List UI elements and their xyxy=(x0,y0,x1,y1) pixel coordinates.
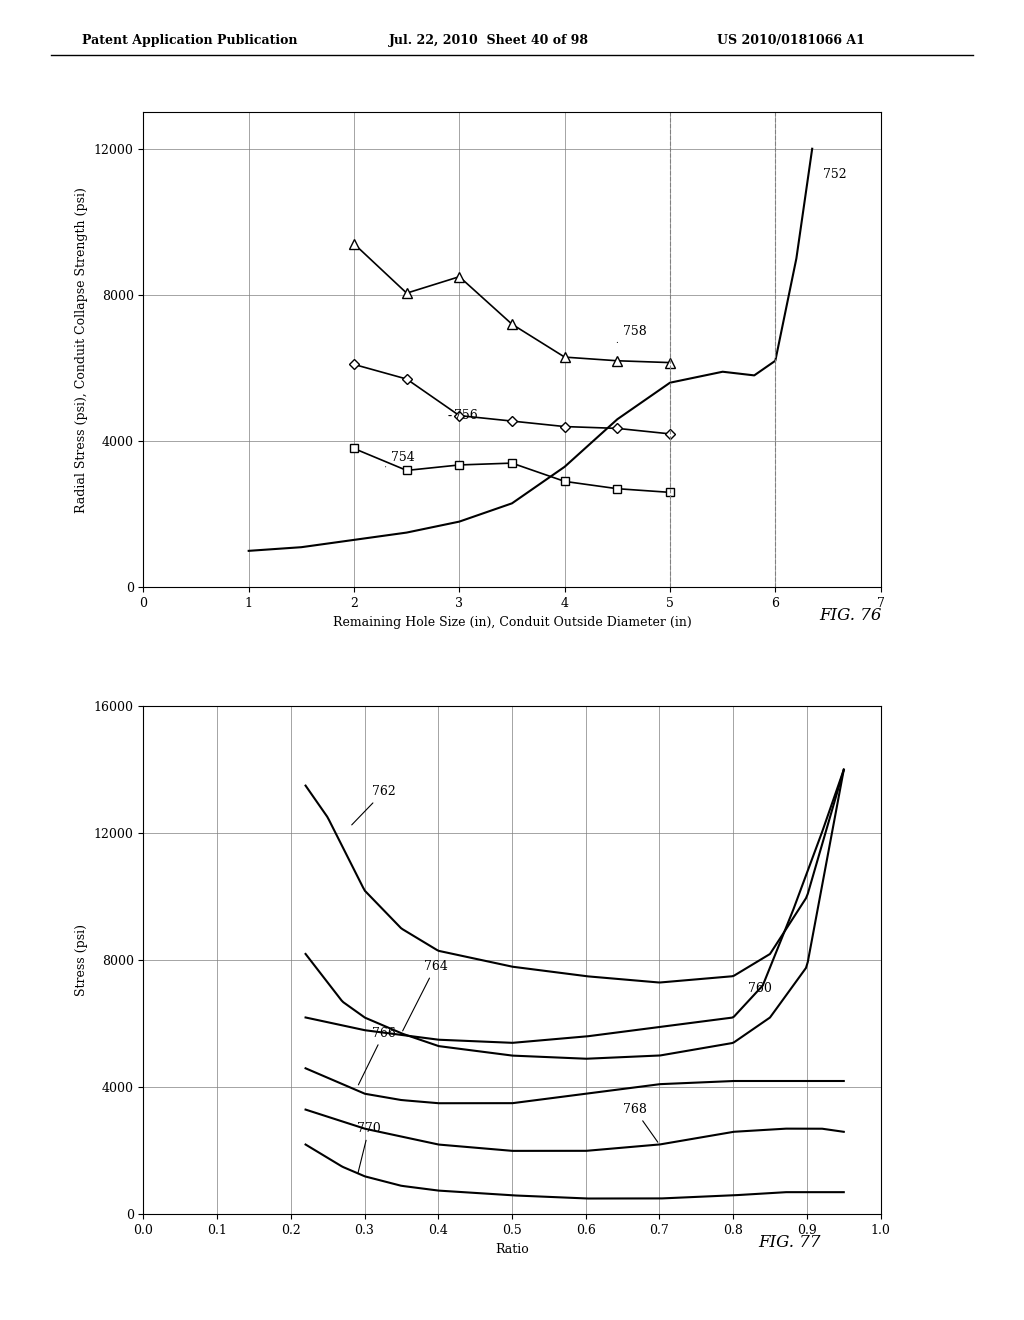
Text: Jul. 22, 2010  Sheet 40 of 98: Jul. 22, 2010 Sheet 40 of 98 xyxy=(389,34,589,48)
Text: 752: 752 xyxy=(822,168,846,181)
Y-axis label: Radial Stress (psi), Conduit Collapse Strength (psi): Radial Stress (psi), Conduit Collapse St… xyxy=(75,187,88,512)
Text: FIG. 76: FIG. 76 xyxy=(819,607,882,624)
Text: 756: 756 xyxy=(449,409,478,422)
Text: 768: 768 xyxy=(623,1102,657,1142)
X-axis label: Ratio: Ratio xyxy=(496,1242,528,1255)
Text: Patent Application Publication: Patent Application Publication xyxy=(82,34,297,48)
Text: 770: 770 xyxy=(357,1122,381,1173)
Text: 758: 758 xyxy=(617,325,646,342)
Text: FIG. 77: FIG. 77 xyxy=(758,1234,820,1251)
Text: 762: 762 xyxy=(351,785,395,825)
Text: 754: 754 xyxy=(386,451,415,467)
Text: 764: 764 xyxy=(402,960,447,1031)
Text: 766: 766 xyxy=(358,1027,396,1085)
X-axis label: Remaining Hole Size (in), Conduit Outside Diameter (in): Remaining Hole Size (in), Conduit Outsid… xyxy=(333,615,691,628)
Text: US 2010/0181066 A1: US 2010/0181066 A1 xyxy=(717,34,864,48)
Y-axis label: Stress (psi): Stress (psi) xyxy=(75,924,88,997)
Text: 760: 760 xyxy=(748,982,772,995)
